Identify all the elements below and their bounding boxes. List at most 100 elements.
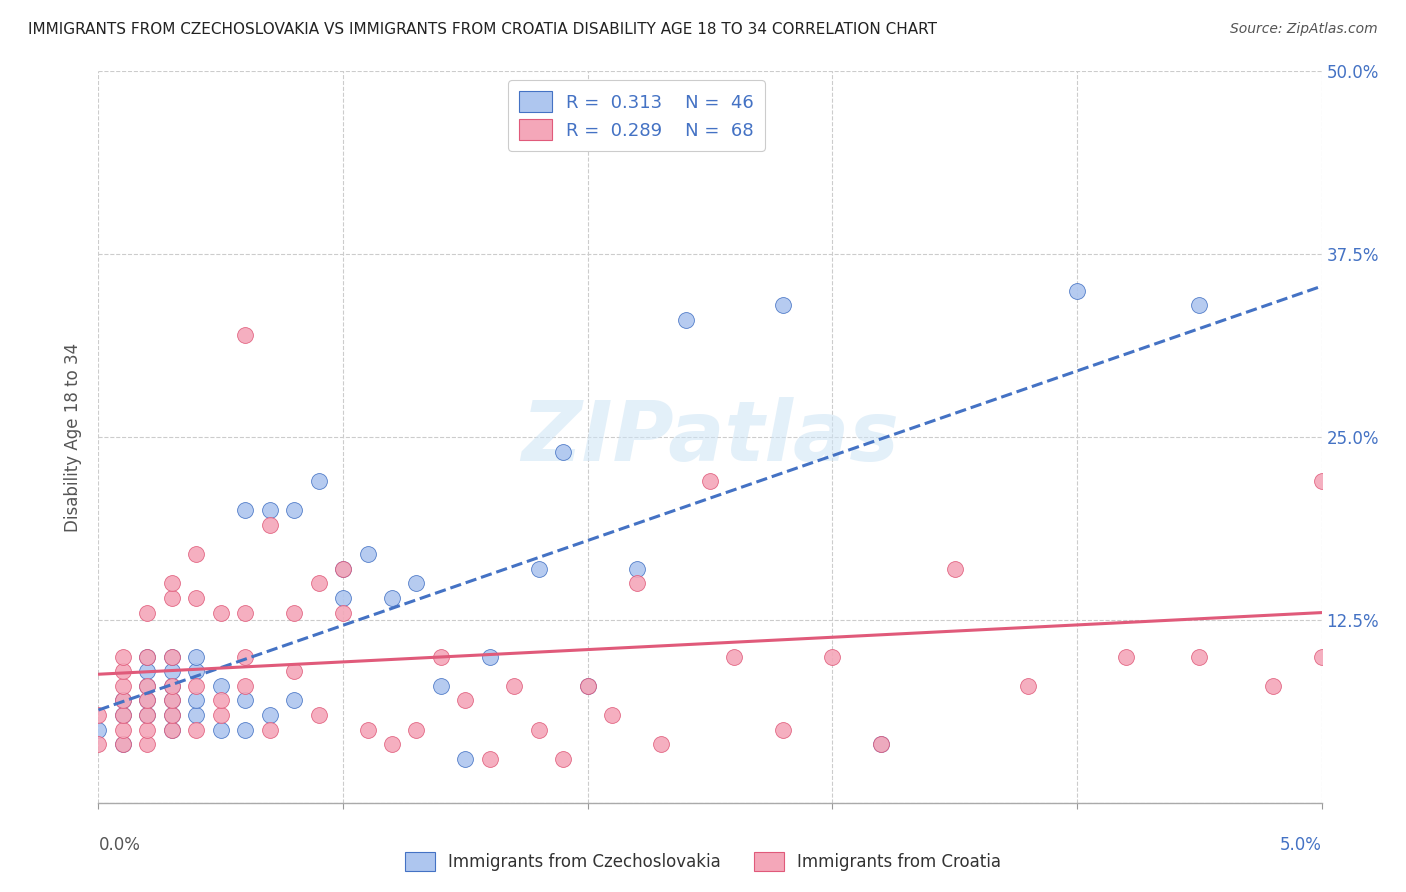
Point (186, 723, 208, 737)
Point (87, 737, 110, 751)
Point (332, 562, 354, 576)
Point (650, 737, 672, 751)
Point (111, 708, 134, 723)
Point (283, 606, 305, 620)
Point (111, 723, 134, 737)
Point (283, 503, 305, 517)
Point (209, 723, 232, 737)
Point (186, 708, 208, 723)
Point (160, 576, 183, 591)
Point (136, 708, 159, 723)
Legend: Immigrants from Czechoslovakia, Immigrants from Croatia: Immigrants from Czechoslovakia, Immigran… (396, 843, 1010, 880)
Point (381, 737, 404, 751)
Point (381, 591, 404, 605)
Point (626, 562, 648, 576)
Point (186, 649, 208, 664)
Point (1066, 284, 1088, 298)
Point (283, 664, 305, 678)
Point (259, 708, 281, 723)
Point (160, 708, 183, 723)
Point (136, 649, 159, 664)
Point (1310, 474, 1333, 488)
Point (600, 708, 623, 723)
Point (186, 664, 208, 678)
Point (111, 693, 134, 707)
Point (136, 723, 159, 737)
Point (160, 664, 183, 678)
Point (186, 591, 208, 605)
Point (772, 723, 794, 737)
Point (111, 679, 134, 693)
Point (209, 679, 232, 693)
Text: ZIPatlas: ZIPatlas (522, 397, 898, 477)
Point (576, 679, 599, 693)
Point (111, 737, 134, 751)
Point (283, 693, 305, 707)
Point (576, 679, 599, 693)
Point (332, 562, 354, 576)
Point (308, 576, 330, 591)
Text: IMMIGRANTS FROM CZECHOSLOVAKIA VS IMMIGRANTS FROM CROATIA DISABILITY AGE 18 TO 3: IMMIGRANTS FROM CZECHOSLOVAKIA VS IMMIGR… (28, 22, 938, 37)
Point (87, 723, 110, 737)
Point (503, 679, 526, 693)
Point (1310, 649, 1333, 664)
Point (527, 723, 550, 737)
Point (259, 503, 281, 517)
Point (1188, 298, 1211, 312)
Point (527, 562, 550, 576)
Point (1188, 649, 1211, 664)
Point (356, 723, 378, 737)
Point (332, 591, 354, 605)
Point (160, 723, 183, 737)
Point (405, 576, 427, 591)
Point (870, 737, 893, 751)
Text: 0.0%: 0.0% (98, 836, 141, 854)
Point (943, 562, 966, 576)
Point (111, 664, 134, 678)
Point (111, 708, 134, 723)
Point (675, 123, 697, 137)
Point (553, 752, 575, 766)
Point (332, 606, 354, 620)
Point (1017, 679, 1039, 693)
Point (675, 313, 697, 327)
Point (136, 708, 159, 723)
Point (160, 591, 183, 605)
Point (160, 693, 183, 707)
Point (87, 708, 110, 723)
Point (1261, 679, 1284, 693)
Point (111, 737, 134, 751)
Point (233, 693, 256, 707)
Point (259, 517, 281, 532)
Point (136, 693, 159, 707)
Point (111, 693, 134, 707)
Point (233, 649, 256, 664)
Point (186, 547, 208, 561)
Point (160, 723, 183, 737)
Point (136, 693, 159, 707)
Point (233, 679, 256, 693)
Legend: R =  0.313    N =  46, R =  0.289    N =  68: R = 0.313 N = 46, R = 0.289 N = 68 (509, 80, 765, 151)
Point (454, 693, 477, 707)
Point (233, 503, 256, 517)
Point (136, 737, 159, 751)
Point (111, 649, 134, 664)
Point (209, 606, 232, 620)
Text: Source: ZipAtlas.com: Source: ZipAtlas.com (1230, 22, 1378, 37)
Y-axis label: Disability Age 18 to 34: Disability Age 18 to 34 (65, 343, 83, 532)
Point (626, 576, 648, 591)
Point (233, 606, 256, 620)
Point (454, 752, 477, 766)
Point (160, 708, 183, 723)
Point (478, 752, 501, 766)
Point (160, 679, 183, 693)
Point (160, 679, 183, 693)
Point (160, 649, 183, 664)
Point (553, 444, 575, 458)
Point (233, 327, 256, 342)
Text: 5.0%: 5.0% (1279, 836, 1322, 854)
Point (308, 708, 330, 723)
Point (870, 737, 893, 751)
Point (233, 723, 256, 737)
Point (1115, 649, 1137, 664)
